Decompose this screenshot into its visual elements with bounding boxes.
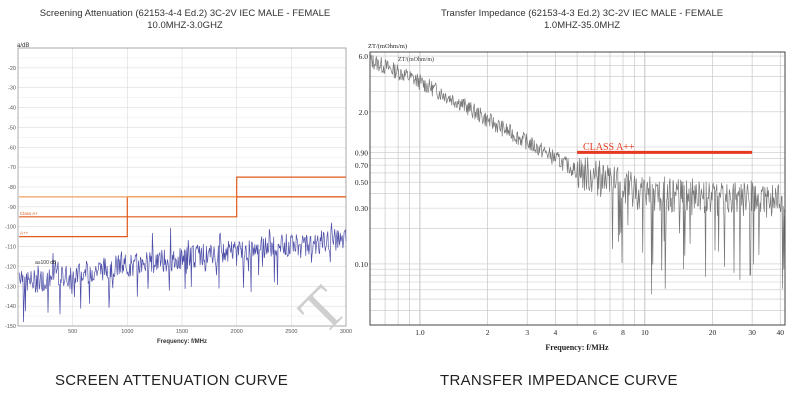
left-limit-lines: Class A+ A++ [19, 176, 346, 238]
right-y-tick-label: 0.90 [355, 148, 368, 157]
left-x-axis-label: Frequency: f/MHz [157, 339, 207, 345]
right-x-tick-label: 20 [709, 328, 717, 337]
left-series [18, 222, 347, 323]
right-plot-frame [369, 51, 786, 326]
left-x-tick-label: 500 [68, 329, 77, 335]
right-series-line [369, 54, 786, 295]
right-x-axis-label: Frequency: f/MHz [545, 343, 609, 352]
left-x-tick-label: 2500 [285, 329, 297, 335]
right-y-tick-label: 0.30 [355, 204, 368, 213]
left-chart-title: Screening Attenuation (62153-4-4 Ed.2) 3… [40, 8, 330, 19]
right-y-tick-label: 0.50 [355, 178, 368, 187]
right-x-tick-label: 4 [553, 328, 557, 337]
left-x-tick-label: 3000 [340, 329, 352, 335]
right-chart-title: Transfer Impedance (62153-4-3 Ed.2) 3C-2… [441, 8, 723, 19]
left-x-tick-label: 1500 [176, 329, 188, 335]
right-x-tick-labels: 1.0 2 3 4 6 8 10 20 30 40 [415, 328, 784, 337]
right-y-tick-labels: 6.0 2.0 0.90 0.70 0.50 0.30 0.10 [355, 52, 368, 269]
left-y-tick-label: -20 [8, 66, 16, 72]
left-x-tick-labels: 500 1000 1500 2000 2500 3000 [68, 329, 352, 335]
left-y-tick-label: -50 [8, 125, 16, 131]
left-y-tick-label: -100 [5, 225, 16, 231]
screen-attenuation-caption: SCREEN ATTENUATION CURVE [55, 372, 289, 389]
left-y-tick-label: -70 [8, 165, 16, 171]
left-y-tick-label: -110 [5, 245, 16, 251]
transfer-impedance-caption: TRANSFER IMPEDANCE CURVE [440, 372, 678, 389]
right-x-tick-label: 30 [748, 328, 756, 337]
left-limit-label-0: Class A+ [20, 211, 38, 216]
right-x-tick-label: 3 [525, 328, 529, 337]
right-x-tick-label: 10 [641, 328, 649, 337]
left-y-tick-label: -30 [8, 86, 16, 92]
right-y-axis-label: ZT/(mOhm/m) [368, 43, 407, 50]
transfer-impedance-chart: Transfer Impedance (62153-4-3 Ed.2) 3C-2… [355, 8, 786, 352]
right-y-tick-label: 0.10 [355, 260, 368, 269]
right-chart-subtitle: 1.0MHZ-35.0MHZ [544, 20, 620, 31]
left-x-tick-label: 2000 [231, 329, 243, 335]
left-y-axis-label: a/dB [17, 43, 29, 49]
left-series-line [18, 222, 347, 323]
left-y-tick-label: -80 [8, 185, 16, 191]
right-x-tick-label: 6 [593, 328, 597, 337]
right-y-tick-label: 6.0 [359, 52, 369, 61]
left-annotation: a≥100 dB [35, 260, 57, 266]
left-y-tick-labels: -20 -30 -40 -50 -60 -70 -80 -90 -100 -110 -120 -130… [5, 66, 16, 330]
left-limit-line-2 [19, 196, 346, 238]
left-y-tick-label: -120 [5, 264, 16, 270]
left-y-tick-label: -130 [5, 284, 16, 290]
right-x-tick-label: 40 [776, 328, 784, 337]
left-y-tick-label: -90 [8, 205, 16, 211]
right-series-name: ZT/(mOhm/m) [398, 56, 434, 63]
left-x-tick-label: 1000 [121, 329, 133, 335]
right-limit-label: CLASS A++ [583, 142, 635, 153]
right-y-tick-label: 2.0 [359, 108, 369, 117]
right-x-tick-label: 2 [486, 328, 490, 337]
right-y-tick-label: 0.70 [355, 161, 368, 170]
right-x-tick-label: 1.0 [415, 328, 425, 337]
left-chart-subtitle: 10.0MHZ-3.0GHZ [147, 20, 223, 31]
left-y-tick-label: -140 [5, 304, 16, 310]
left-watermark: T [286, 273, 359, 346]
left-y-tick-label: -150 [5, 324, 16, 330]
left-y-tick-label: -60 [8, 145, 16, 151]
left-plot-frame [17, 47, 347, 327]
right-x-tick-label: 8 [621, 328, 625, 337]
left-y-tick-label: -40 [8, 106, 16, 112]
left-limit-label-2: A++ [20, 231, 29, 236]
right-series [369, 54, 786, 295]
screening-attenuation-chart: Screening Attenuation (62153-4-4 Ed.2) 3… [5, 8, 359, 346]
